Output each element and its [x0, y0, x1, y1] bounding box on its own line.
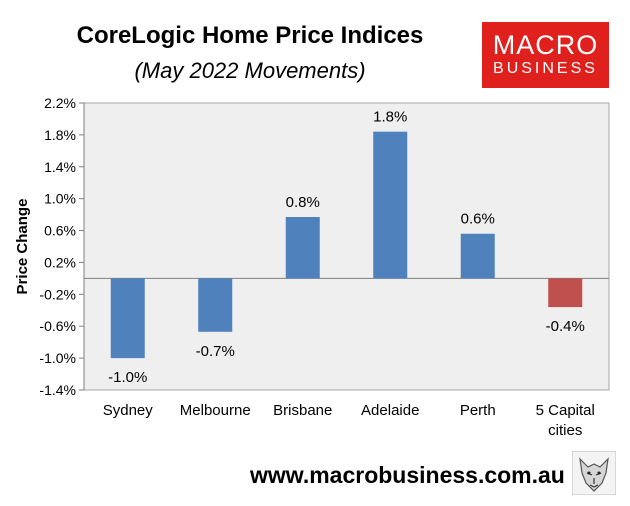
bar: [110, 278, 145, 359]
bar: [548, 278, 583, 308]
chart-subtitle: (May 2022 Movements): [134, 58, 366, 83]
chart-title: CoreLogic Home Price Indices: [76, 22, 424, 49]
y-tick-label: 1.8%: [44, 127, 76, 143]
macrobusiness-logo: MACRO BUSINESS: [482, 22, 609, 88]
plot-area: [83, 102, 610, 391]
x-tick-label: Adelaide: [361, 402, 419, 419]
y-tick-label: -0.2%: [39, 286, 76, 302]
x-tick-label: cities: [548, 422, 582, 439]
y-tick-label: 1.4%: [44, 159, 76, 175]
bar: [460, 233, 495, 279]
x-tick-label: 5 Capital: [536, 402, 595, 419]
x-tick-label: Brisbane: [273, 402, 332, 419]
data-label: 0.8%: [286, 194, 320, 211]
data-label: 0.6%: [461, 211, 495, 228]
x-tick-label: Sydney: [103, 402, 154, 419]
y-tick-label: 0.6%: [44, 223, 76, 239]
y-tick-label: 1.0%: [44, 191, 76, 207]
y-tick-label: -0.6%: [39, 318, 76, 334]
bar: [285, 217, 320, 279]
data-label: -0.7%: [196, 343, 235, 360]
x-tick-label: Perth: [460, 402, 496, 419]
y-tick-label: 0.2%: [44, 254, 76, 270]
wolf-head-icon: [572, 451, 616, 495]
logo-line-1: MACRO: [492, 30, 599, 60]
bar: [198, 278, 233, 332]
data-label: 1.8%: [373, 109, 407, 126]
x-tick-label: Melbourne: [180, 402, 251, 419]
logo-line-2: BUSINESS: [493, 60, 598, 77]
footer-url: www.macrobusiness.com.au: [250, 462, 565, 488]
y-tick-label: -1.4%: [39, 382, 76, 398]
y-tick-label: 2.2%: [44, 95, 76, 111]
bar: [373, 131, 408, 279]
y-axis-title: Price Change: [14, 199, 31, 295]
y-tick-label: -1.0%: [39, 350, 76, 366]
data-label: -1.0%: [108, 369, 147, 386]
data-label: -0.4%: [546, 318, 585, 335]
